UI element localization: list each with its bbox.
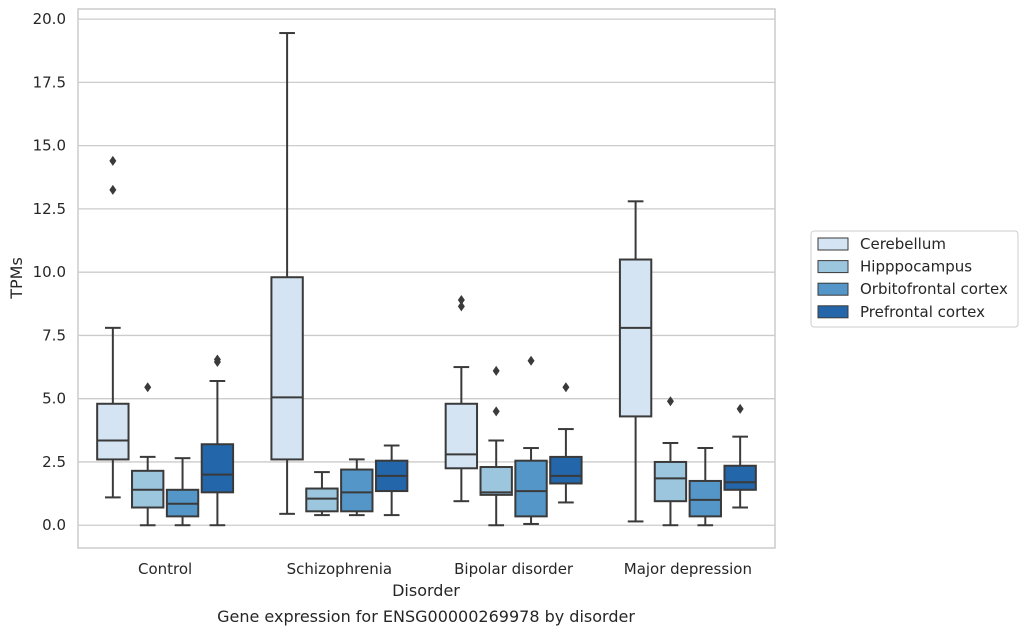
box-orbitofrontal-cortex bbox=[688, 447, 722, 527]
outlier-point bbox=[457, 295, 465, 306]
y-tick-label: 0.0 bbox=[42, 516, 66, 534]
y-tick-label: 12.5 bbox=[33, 200, 66, 218]
legend-label: Cerebellum bbox=[860, 235, 946, 253]
gridlines bbox=[78, 18, 775, 526]
box-iqr bbox=[549, 455, 583, 485]
chart-caption: Gene expression for ENSG00000269978 by d… bbox=[217, 607, 635, 626]
legend-swatch bbox=[817, 305, 849, 319]
outlier-point bbox=[736, 403, 744, 414]
box-hipppocampus bbox=[131, 382, 165, 527]
x-tick-label: Schizophrenia bbox=[287, 560, 392, 578]
box-hipppocampus bbox=[305, 471, 339, 517]
x-tick-label: Control bbox=[138, 560, 192, 578]
y-tick-label: 15.0 bbox=[33, 137, 66, 155]
box-iqr bbox=[305, 487, 339, 513]
box-iqr bbox=[653, 460, 688, 503]
x-axis-title: Disorder bbox=[392, 581, 460, 600]
box-prefrontal-cortex bbox=[723, 403, 757, 509]
legend-label: Orbitofrontal cortex bbox=[860, 280, 1008, 298]
y-axis-title: TPMs bbox=[7, 257, 26, 300]
box-iqr bbox=[444, 402, 479, 470]
box-cerebellum bbox=[444, 295, 479, 503]
plot-frame bbox=[77, 8, 776, 549]
x-tick-label: Major depression bbox=[624, 560, 752, 578]
box-hipppocampus bbox=[653, 396, 688, 527]
outlier-point bbox=[213, 354, 221, 365]
outlier-point bbox=[666, 396, 674, 407]
box-orbitofrontal-cortex bbox=[340, 458, 374, 517]
legend: Cerebellum Hipppocampus Orbitofrontal cort… bbox=[810, 230, 1019, 328]
box-iqr bbox=[723, 464, 757, 491]
y-tick-label: 10.0 bbox=[33, 263, 66, 281]
box-iqr bbox=[96, 402, 130, 461]
box-series bbox=[96, 32, 757, 527]
x-tick-labels: Control Schizophrenia Bipolar disorder Majo… bbox=[138, 560, 752, 578]
legend-frame bbox=[810, 230, 1019, 328]
box-iqr bbox=[688, 479, 722, 518]
legend-swatch bbox=[817, 237, 849, 251]
outlier-point bbox=[492, 365, 500, 376]
legend-swatch bbox=[817, 282, 849, 296]
box-cerebellum bbox=[270, 32, 304, 515]
y-tick-label: 20.0 bbox=[33, 10, 66, 28]
box-prefrontal-cortex bbox=[200, 354, 235, 527]
box-prefrontal-cortex bbox=[549, 382, 583, 504]
legend-swatch bbox=[817, 260, 849, 274]
y-tick-label: 2.5 bbox=[42, 453, 66, 471]
box-iqr bbox=[270, 276, 304, 461]
outlier-point bbox=[144, 382, 152, 393]
box-iqr bbox=[618, 258, 653, 418]
y-tick-label: 17.5 bbox=[33, 73, 66, 91]
outlier-point bbox=[562, 382, 570, 393]
box-iqr bbox=[514, 459, 548, 518]
x-tick-label: Bipolar disorder bbox=[454, 560, 574, 578]
box-iqr bbox=[200, 443, 235, 494]
box-hipppocampus bbox=[479, 365, 513, 527]
legend-label: Prefrontal cortex bbox=[860, 303, 985, 321]
outlier-point bbox=[492, 406, 500, 417]
legend-items: Cerebellum Hipppocampus Orbitofrontal cort… bbox=[817, 235, 1008, 321]
y-tick-labels: 0.0 2.5 5.0 7.5 10.0 12.5 15.0 17.5 20.0 bbox=[33, 10, 66, 534]
box-cerebellum bbox=[96, 155, 130, 499]
box-prefrontal-cortex bbox=[374, 444, 409, 517]
outlier-point bbox=[109, 155, 117, 166]
box-cerebellum bbox=[618, 200, 653, 523]
y-tick-label: 7.5 bbox=[42, 326, 66, 344]
outlier-point bbox=[527, 355, 535, 366]
box-orbitofrontal-cortex bbox=[514, 355, 548, 525]
box-orbitofrontal-cortex bbox=[165, 457, 200, 527]
box-iqr bbox=[340, 468, 374, 513]
outlier-point bbox=[457, 301, 465, 312]
legend-label: Hipppocampus bbox=[860, 258, 972, 276]
y-tick-label: 5.0 bbox=[42, 390, 66, 408]
box-iqr bbox=[479, 466, 513, 496]
outlier-point bbox=[109, 184, 117, 195]
